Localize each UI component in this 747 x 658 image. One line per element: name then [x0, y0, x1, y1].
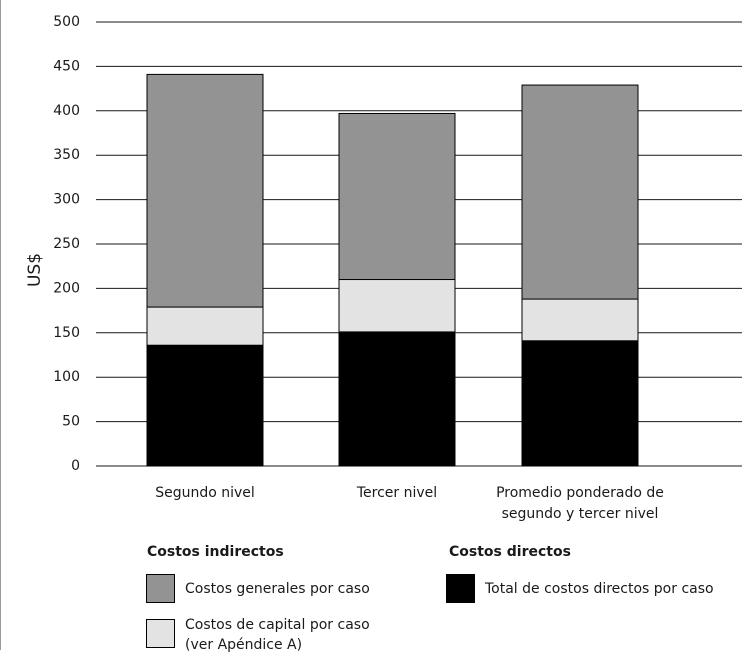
legend-label-capital: Costos de capital por caso (ver Apéndice… [185, 617, 370, 653]
bar-segment-general [338, 112, 456, 281]
bar-segment-capital [146, 306, 264, 346]
y-tick-label: 100 [53, 369, 80, 385]
legend-swatch-general [146, 574, 175, 603]
bar-segment-direct [338, 331, 456, 467]
bar-segment-capital [521, 298, 639, 342]
y-tick-label: 400 [53, 103, 80, 119]
stacked-bar-chart: 0 50 100 150 200 250 300 350 400 450 500 Segundo n… [25, 14, 742, 522]
y-tick-label: 200 [53, 280, 80, 296]
x-category-label: segundo y tercer nivel [502, 506, 659, 522]
y-tick-label: 300 [53, 192, 80, 208]
x-category-label: Segundo nivel [155, 485, 255, 501]
legend-swatch-capital [146, 619, 175, 648]
legend-direct-title: Costos directos [449, 544, 571, 560]
y-axis-ticks: 0 50 100 150 200 250 300 350 400 450 500 [53, 14, 80, 474]
y-axis-label: US$ [25, 253, 45, 287]
y-tick-label: 350 [53, 147, 80, 163]
legend-item-general: Costos generales por caso [146, 574, 370, 603]
bar-segment-direct [521, 340, 639, 467]
x-category-label: Promedio ponderado de [496, 485, 664, 501]
legend-label-general: Costos generales por caso [185, 581, 370, 597]
bar-segment-general [521, 84, 639, 300]
legend-item-direct: Total de costos directos por caso [446, 574, 714, 603]
x-category-label: Tercer nivel [356, 485, 437, 501]
bar-segment-general [146, 73, 264, 308]
y-tick-label: 0 [71, 458, 80, 474]
bar-segment-direct [146, 344, 264, 467]
y-tick-label: 450 [53, 58, 80, 74]
legend-label-direct: Total de costos directos por caso [485, 581, 714, 597]
y-tick-label: 150 [53, 325, 80, 341]
legend-indirect-title: Costos indirectos [147, 544, 284, 560]
y-tick-label: 50 [62, 414, 80, 430]
y-tick-label: 250 [53, 236, 80, 252]
x-axis-categories: Segundo nivel Tercer nivel Promedio ponder… [155, 485, 664, 522]
bars [146, 73, 639, 467]
bar-segment-capital [338, 279, 456, 333]
legend-item-capital: Costos de capital por caso (ver Apéndice… [146, 617, 370, 655]
y-tick-label: 500 [53, 14, 80, 30]
legend-swatch-direct [446, 574, 475, 603]
page-left-rule [0, 0, 1, 650]
